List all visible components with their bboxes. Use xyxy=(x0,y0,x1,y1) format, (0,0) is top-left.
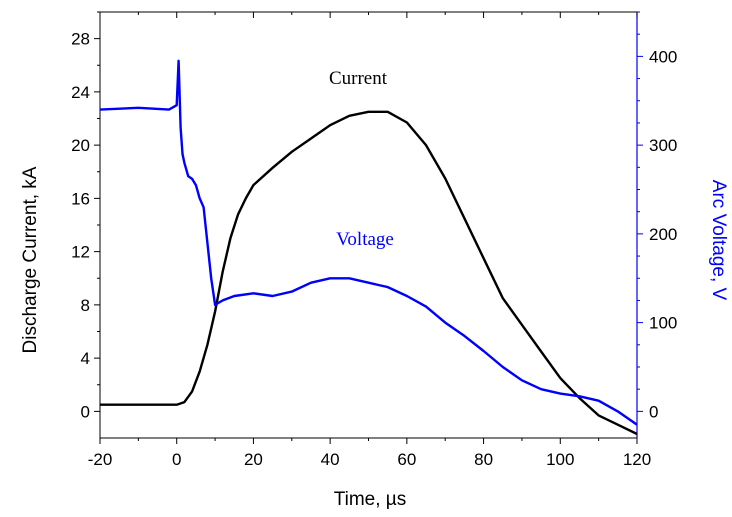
series-line-voltage xyxy=(99,59,638,426)
y-left-tick-label: 8 xyxy=(81,296,90,315)
y-left-tick-label: 28 xyxy=(71,30,90,49)
y-left-tick-label: 4 xyxy=(81,349,90,368)
y-left-axis-title: Discharge Current, kA xyxy=(20,166,41,353)
series-label-current: Current xyxy=(329,68,388,89)
y-left-tick-label: 12 xyxy=(71,243,90,262)
y-right-tick-label: 0 xyxy=(649,402,658,421)
series-label-voltage: Voltage xyxy=(336,229,394,250)
x-tick-label: 80 xyxy=(474,450,493,469)
series-line-current xyxy=(100,110,638,436)
y-left-tick-label: 24 xyxy=(71,83,90,102)
y-left-tick-label: 16 xyxy=(71,189,90,208)
x-tick-label: 0 xyxy=(172,450,181,469)
y-right-tick-label: 100 xyxy=(649,314,677,333)
x-axis: -20 0 20 40 60 80 100 120 xyxy=(88,12,651,469)
y-right-tick-label: 200 xyxy=(649,225,677,244)
x-tick-label: 60 xyxy=(397,450,416,469)
y-right-tick-label: 300 xyxy=(649,136,677,155)
series-layer xyxy=(99,59,638,436)
x-tick-label: 100 xyxy=(546,450,574,469)
y-right-tick-label: 400 xyxy=(649,47,677,66)
x-tick-label: 120 xyxy=(623,450,651,469)
y-left-axis: 0 4 8 12 16 20 24 28 xyxy=(71,11,100,421)
y-left-tick-label: 0 xyxy=(81,402,90,421)
x-tick-label: 20 xyxy=(244,450,263,469)
y-right-axis-title: Arc Voltage, V xyxy=(708,180,729,301)
x-tick-label: 40 xyxy=(321,450,340,469)
x-axis-title: Time, µs xyxy=(334,489,407,510)
x-tick-label: -20 xyxy=(88,450,113,469)
y-right-axis: 0 100 200 300 400 xyxy=(637,11,677,421)
y-left-tick-label: 20 xyxy=(71,136,90,155)
